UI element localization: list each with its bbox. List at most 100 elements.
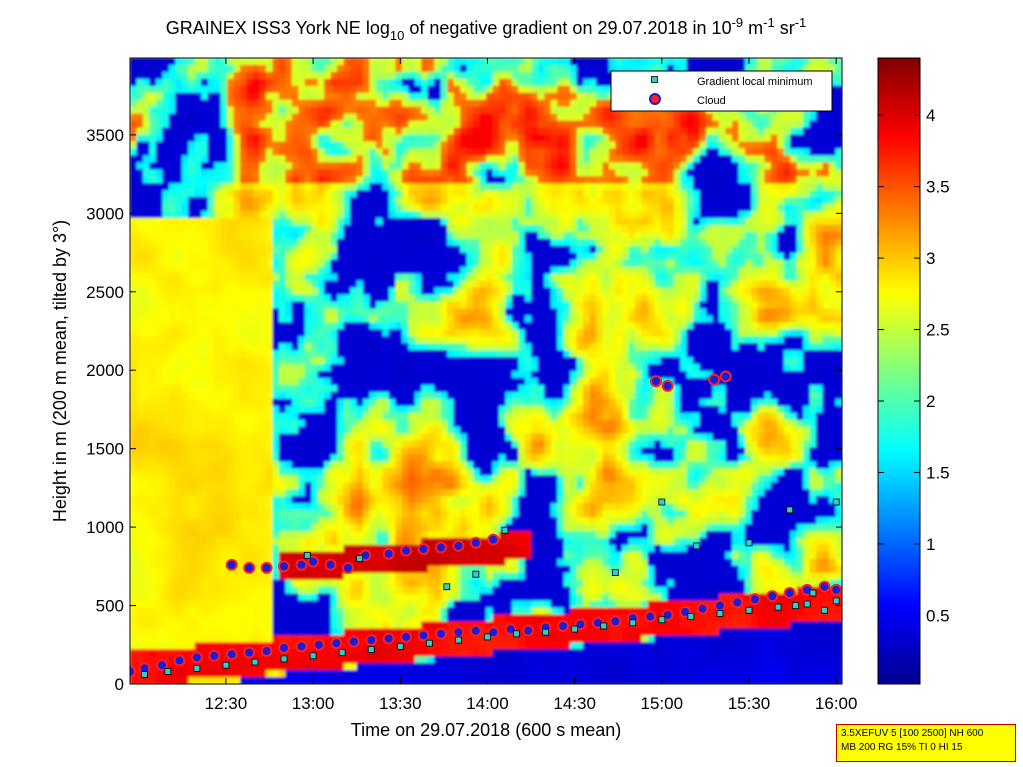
heatmap-cell [350, 343, 358, 351]
heatmap-cell [155, 412, 163, 421]
heatmap-cell [188, 99, 196, 108]
heatmap-cell [395, 343, 403, 351]
heatmap-cell [421, 183, 429, 191]
heatmap-cell [408, 106, 416, 115]
heatmap-cell [252, 350, 261, 358]
heatmap-cell [272, 183, 280, 191]
heatmap-cell [285, 162, 293, 170]
heatmap-cell [317, 329, 325, 337]
heatmap-cell [466, 524, 474, 532]
heatmap-cell [330, 99, 338, 108]
heatmap-cell [414, 141, 422, 150]
heatmap-cell [401, 593, 409, 602]
heatmap-cell [220, 162, 228, 170]
heatmap-cell [149, 301, 157, 309]
heatmap-cell [259, 371, 267, 379]
heatmap-cell [486, 273, 494, 282]
heatmap-cell [162, 350, 170, 358]
heatmap-cell [136, 524, 144, 532]
heatmap-cell [434, 419, 442, 428]
heatmap-cell [414, 412, 422, 421]
heatmap-cell [453, 211, 461, 219]
heatmap-cell [440, 677, 448, 684]
heatmap-cell [421, 245, 429, 254]
heatmap-cell [408, 329, 416, 337]
heatmap-cell [136, 405, 144, 414]
heatmap-cell [356, 134, 364, 143]
heatmap-cell [337, 78, 345, 87]
heatmap-cell [265, 433, 273, 442]
heatmap-cell [298, 308, 306, 316]
heatmap-cell [227, 537, 235, 546]
heatmap-cell [240, 280, 248, 289]
heatmap-cell [259, 503, 267, 511]
heatmap-cell [375, 440, 384, 449]
heatmap-cell [447, 377, 455, 386]
heatmap-cell [194, 329, 202, 337]
heatmap-cell [317, 217, 325, 226]
heatmap-cell [220, 329, 228, 337]
heatmap-cell [453, 280, 461, 289]
heatmap-cell [369, 259, 377, 268]
heatmap-cell [337, 475, 345, 483]
heatmap-cell [285, 628, 293, 636]
heatmap-cell [136, 211, 144, 219]
heatmap-cell [175, 350, 183, 358]
heatmap-cell [142, 120, 151, 129]
heatmap-cell [214, 134, 222, 143]
heatmap-cell [434, 134, 442, 143]
heatmap-cell [142, 440, 151, 449]
heatmap-cell [194, 127, 202, 136]
heatmap-cell [246, 357, 254, 365]
heatmap-cell [414, 99, 422, 108]
heatmap-cell [460, 482, 468, 490]
heatmap-cell [272, 155, 280, 163]
heatmap-cell [440, 468, 448, 476]
heatmap-cell [207, 106, 215, 115]
heatmap-cell [317, 92, 325, 101]
heatmap-cell [453, 405, 461, 414]
heatmap-cell [214, 677, 222, 684]
heatmap-cell [388, 252, 396, 261]
heatmap-cell [337, 169, 345, 177]
heatmap-cell [201, 614, 209, 622]
heatmap-cell [427, 252, 435, 261]
heatmap-cell [265, 475, 273, 483]
heatmap-cell [130, 85, 138, 94]
heatmap-cell [265, 329, 273, 337]
heatmap-cell [233, 447, 241, 456]
heatmap-cell [337, 134, 345, 143]
heatmap-cell [233, 670, 241, 678]
heatmap-cell [188, 426, 196, 435]
heatmap-cell [408, 371, 416, 379]
heatmap-cell [460, 524, 468, 532]
heatmap-cell [285, 461, 293, 469]
heatmap-cell [427, 329, 435, 337]
heatmap-cell [304, 537, 312, 546]
heatmap-cell [350, 517, 358, 525]
heatmap-cell [330, 266, 338, 275]
heatmap-cell [214, 642, 222, 650]
heatmap-cell [324, 252, 332, 261]
heatmap-cell [130, 322, 138, 330]
heatmap-cell [285, 468, 293, 476]
heatmap-cell [466, 510, 474, 518]
heatmap-cell [175, 565, 183, 574]
heatmap-cell [194, 71, 202, 80]
heatmap-cell [356, 127, 364, 136]
heatmap-cell [473, 322, 481, 330]
heatmap-cell [285, 85, 293, 94]
heatmap-cell [227, 572, 235, 581]
heatmap-cell [246, 537, 254, 546]
heatmap-cell [278, 551, 286, 560]
heatmap-cell [130, 440, 138, 449]
heatmap-cell [188, 503, 196, 511]
heatmap-cell [136, 586, 144, 595]
heatmap-cell [142, 301, 151, 309]
heatmap-cell [291, 364, 299, 372]
heatmap-cell [401, 621, 409, 629]
heatmap-cell [447, 405, 455, 414]
heatmap-cell [324, 447, 332, 456]
heatmap-cell [382, 211, 390, 219]
heatmap-cell [401, 433, 409, 442]
